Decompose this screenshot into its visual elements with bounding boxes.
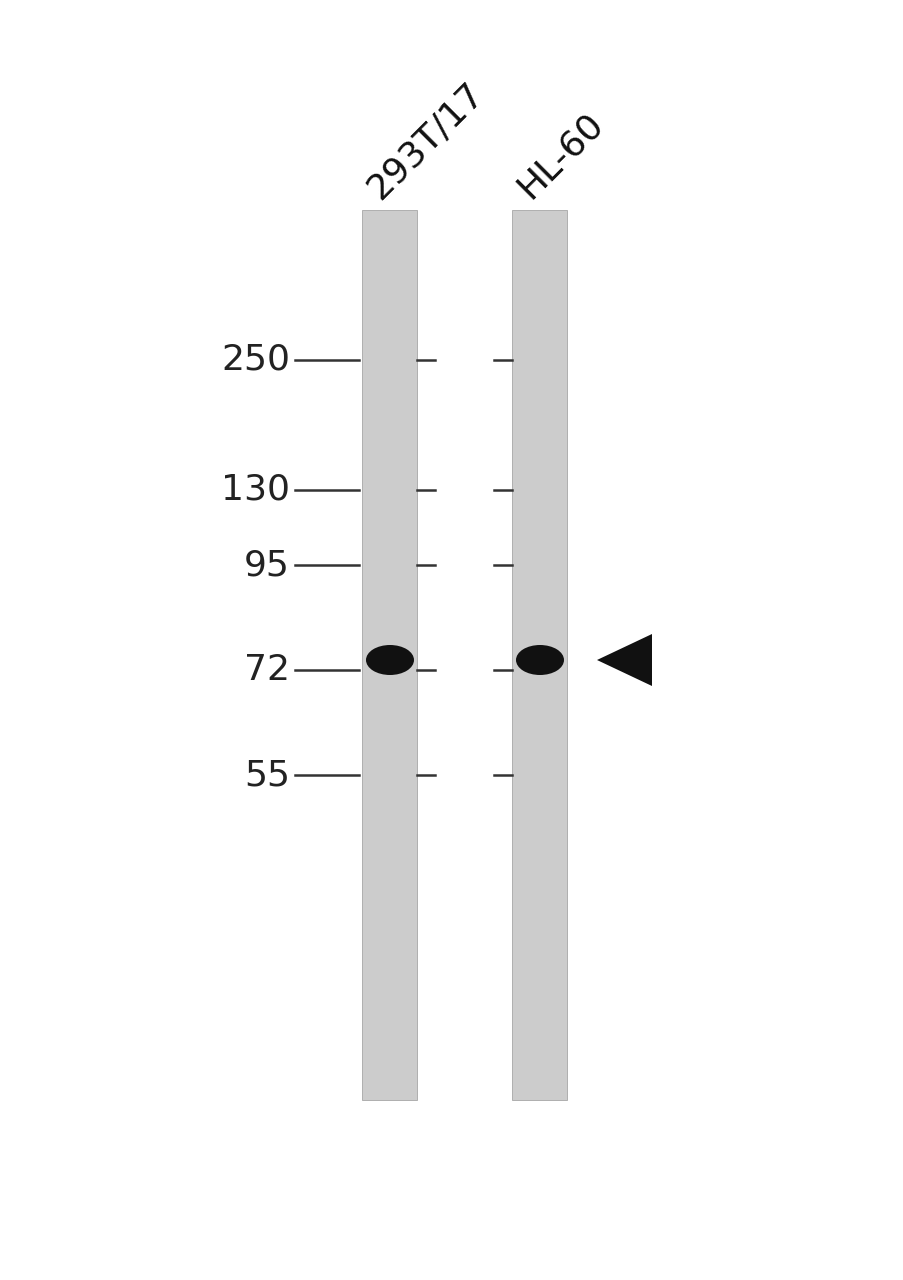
Text: 250: 250 xyxy=(220,343,290,378)
Ellipse shape xyxy=(366,645,414,675)
Ellipse shape xyxy=(516,645,563,675)
Polygon shape xyxy=(596,634,651,686)
Text: HL-60: HL-60 xyxy=(510,106,609,205)
Text: 95: 95 xyxy=(244,548,290,582)
Text: 55: 55 xyxy=(244,758,290,792)
Bar xyxy=(512,210,567,1100)
Text: 72: 72 xyxy=(244,653,290,687)
Bar xyxy=(362,210,417,1100)
Text: 293T/17: 293T/17 xyxy=(360,76,489,205)
Text: 130: 130 xyxy=(220,474,290,507)
